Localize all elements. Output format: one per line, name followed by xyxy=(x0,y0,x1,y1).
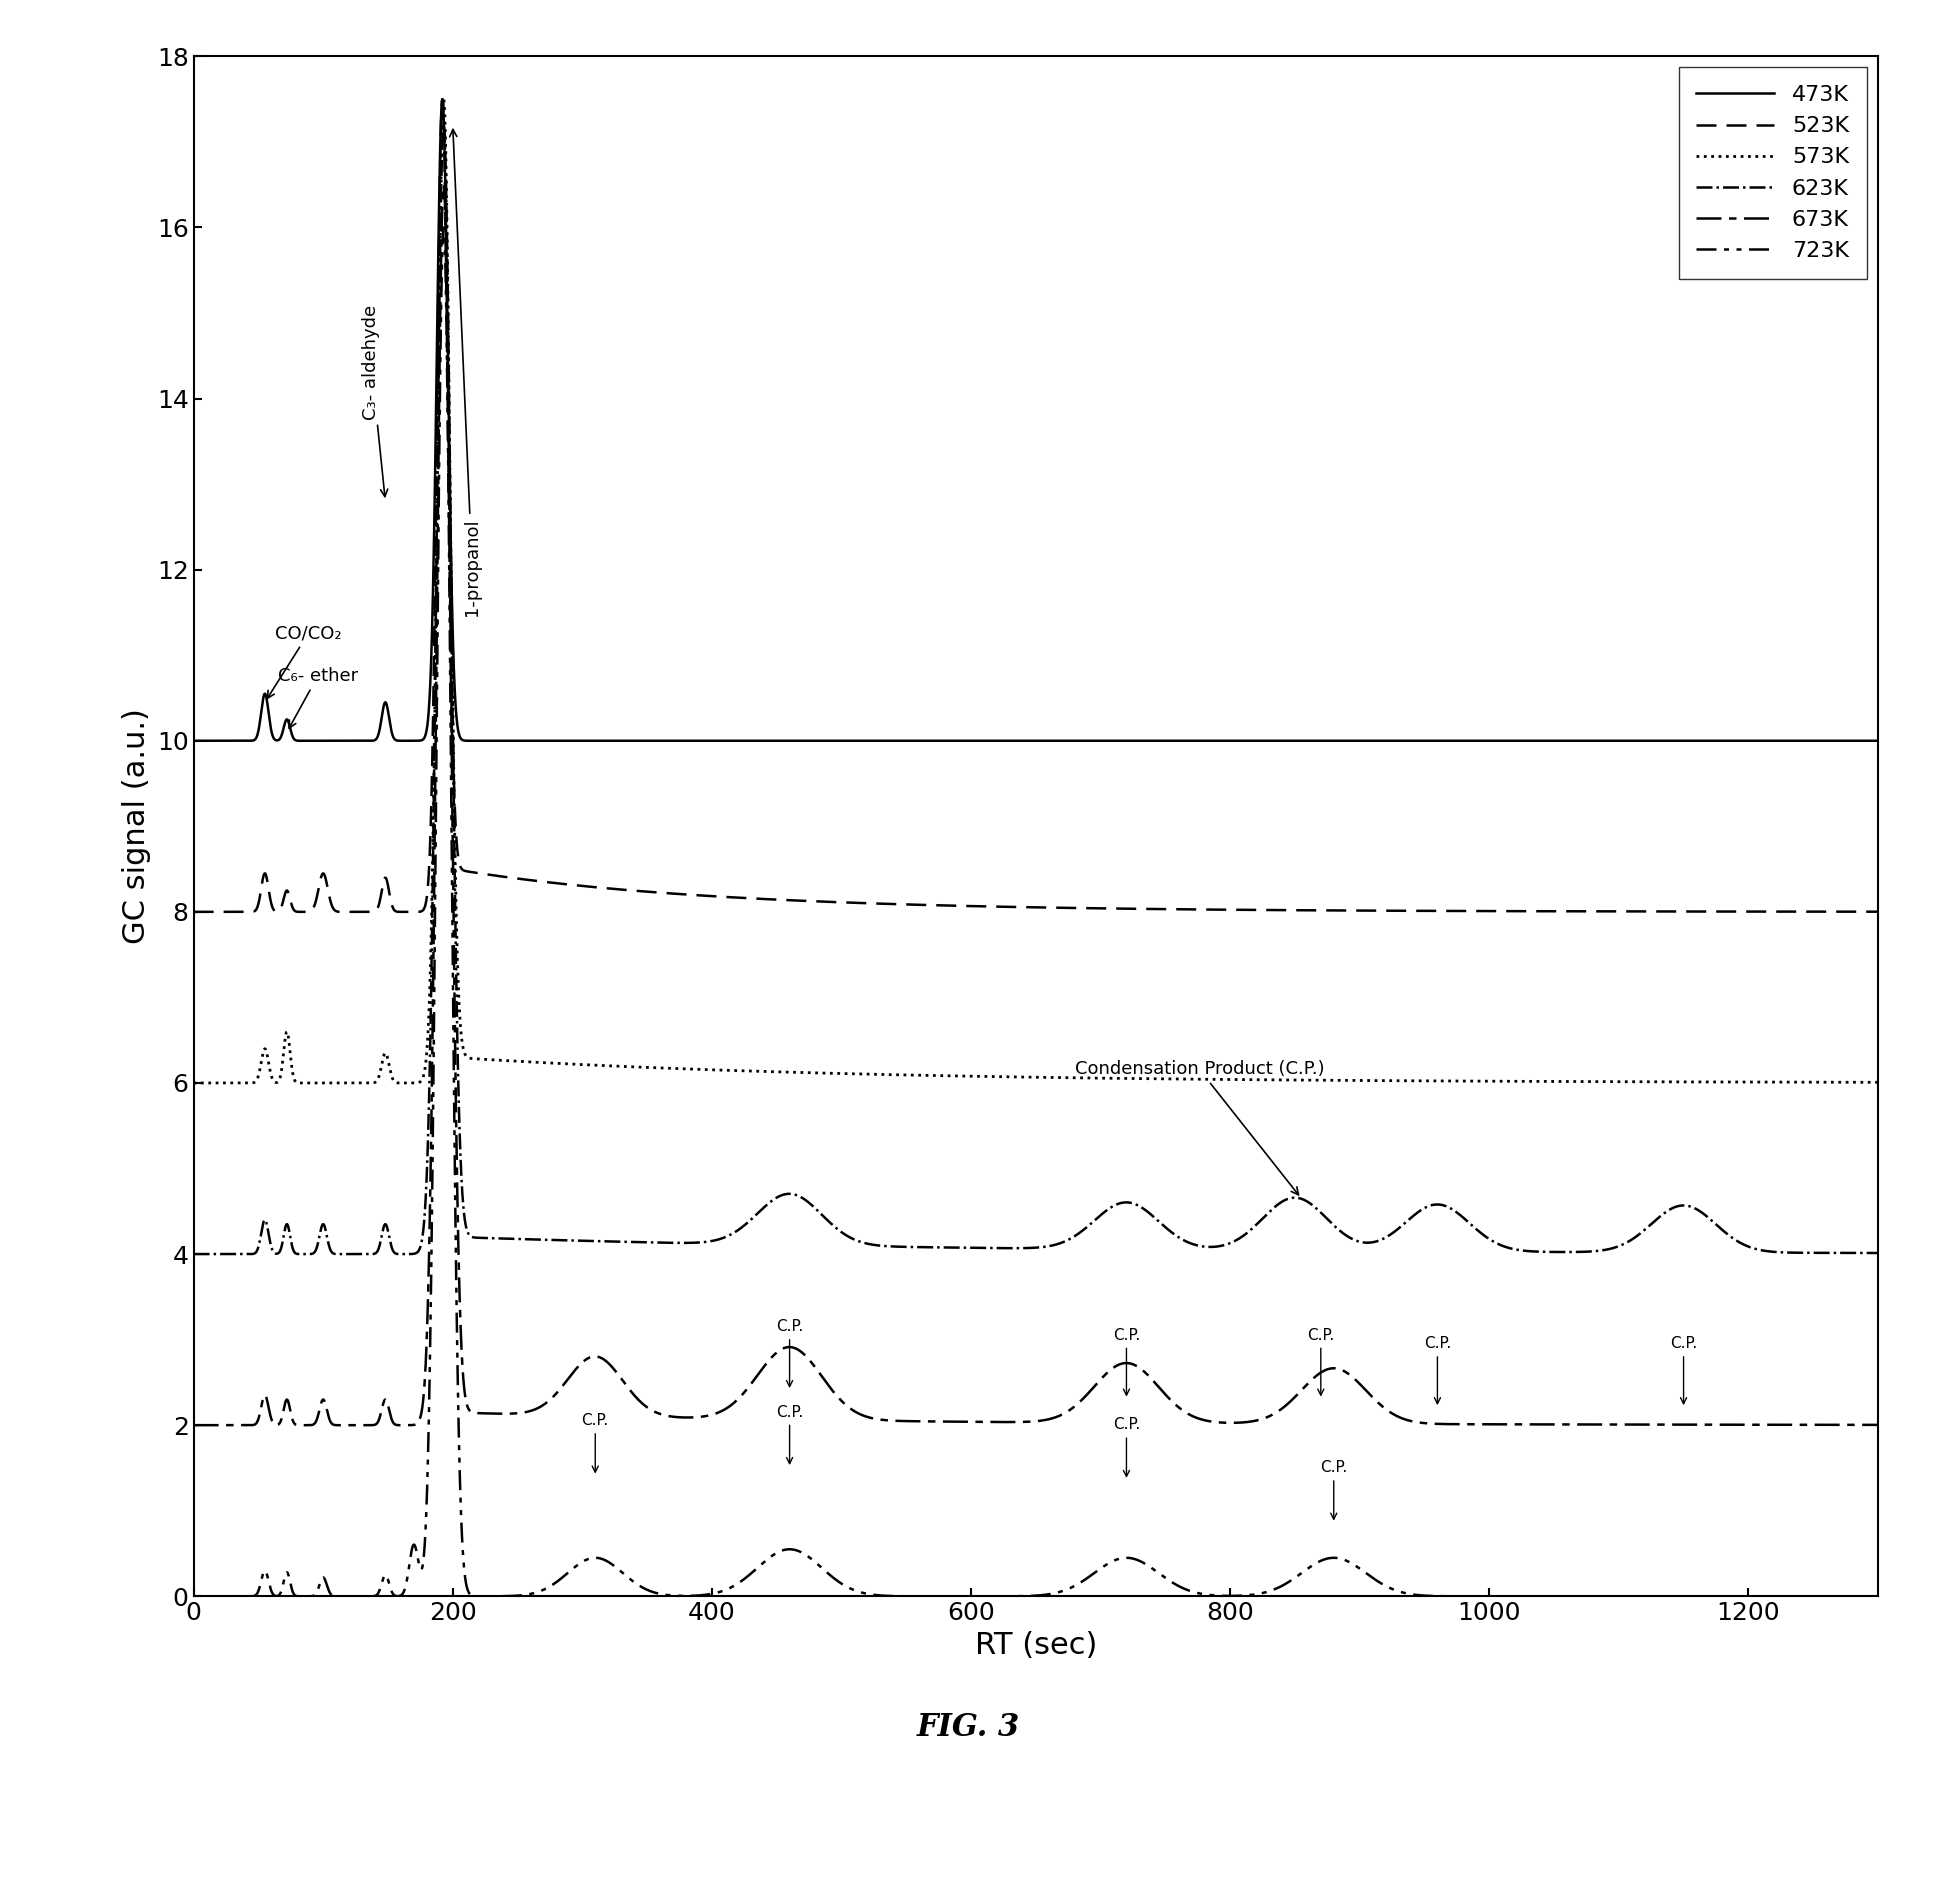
Line: 573K: 573K xyxy=(194,100,1878,1084)
Y-axis label: GC signal (a.u.): GC signal (a.u.) xyxy=(122,708,151,945)
673K xyxy=(1253,1407,1276,1429)
623K xyxy=(1866,1241,1890,1264)
473K xyxy=(792,729,815,751)
X-axis label: RT (sec): RT (sec) xyxy=(974,1630,1098,1660)
Line: 523K: 523K xyxy=(194,100,1878,913)
Text: Condensation Product (C.P.): Condensation Product (C.P.) xyxy=(1074,1061,1324,1194)
Text: C.P.: C.P. xyxy=(1423,1335,1450,1403)
573K xyxy=(792,1061,815,1084)
523K xyxy=(1253,900,1276,922)
Text: C.P.: C.P. xyxy=(1113,1418,1140,1476)
723K xyxy=(182,1585,205,1608)
573K xyxy=(1179,1069,1202,1091)
473K xyxy=(1522,729,1545,751)
523K xyxy=(1522,900,1545,922)
623K xyxy=(1431,1194,1454,1217)
573K xyxy=(1431,1070,1454,1093)
723K xyxy=(1253,1581,1276,1604)
723K xyxy=(1522,1585,1545,1608)
623K xyxy=(432,113,455,135)
573K xyxy=(432,88,455,111)
523K xyxy=(267,900,290,922)
473K xyxy=(430,88,453,111)
673K xyxy=(1866,1414,1890,1437)
Text: C.P.: C.P. xyxy=(776,1405,803,1463)
473K xyxy=(1866,729,1890,751)
473K xyxy=(1253,729,1276,751)
573K xyxy=(1866,1070,1890,1093)
523K xyxy=(792,890,815,913)
Text: FIG. 3: FIG. 3 xyxy=(916,1713,1020,1743)
Text: C.P.: C.P. xyxy=(581,1412,608,1472)
523K xyxy=(1431,900,1454,922)
673K xyxy=(182,1414,205,1437)
Text: C.P.: C.P. xyxy=(1307,1328,1334,1395)
523K xyxy=(430,88,453,111)
523K xyxy=(182,901,205,924)
723K xyxy=(267,1585,290,1608)
Text: CO/CO₂: CO/CO₂ xyxy=(267,623,343,699)
Legend: 473K, 523K, 573K, 623K, 673K, 723K: 473K, 523K, 573K, 623K, 673K, 723K xyxy=(1679,68,1866,278)
Text: C₃- aldehyde: C₃- aldehyde xyxy=(362,304,387,496)
723K xyxy=(432,216,455,239)
Text: 1-propanol: 1-propanol xyxy=(449,130,482,616)
673K xyxy=(1431,1412,1454,1435)
523K xyxy=(1866,900,1890,922)
673K xyxy=(432,173,455,195)
Text: C₆- ether: C₆- ether xyxy=(279,667,358,729)
Text: C.P.: C.P. xyxy=(1671,1335,1698,1403)
523K xyxy=(1179,898,1202,920)
Text: C.P.: C.P. xyxy=(776,1318,803,1386)
623K xyxy=(1179,1232,1202,1255)
573K xyxy=(1522,1070,1545,1093)
623K xyxy=(182,1243,205,1266)
723K xyxy=(1431,1585,1454,1608)
573K xyxy=(182,1072,205,1095)
623K xyxy=(1522,1239,1545,1262)
573K xyxy=(1253,1069,1276,1091)
473K xyxy=(1179,729,1202,751)
Line: 473K: 473K xyxy=(194,100,1878,740)
723K xyxy=(1866,1585,1890,1608)
623K xyxy=(792,1187,815,1209)
473K xyxy=(182,729,205,751)
Text: C.P.: C.P. xyxy=(1113,1328,1140,1395)
623K xyxy=(267,1241,290,1264)
473K xyxy=(267,729,290,751)
723K xyxy=(792,1542,815,1564)
723K xyxy=(1179,1579,1202,1602)
473K xyxy=(1431,729,1454,751)
Line: 623K: 623K xyxy=(194,124,1878,1255)
623K xyxy=(1253,1206,1276,1228)
Line: 723K: 723K xyxy=(194,227,1878,1596)
673K xyxy=(1522,1412,1545,1435)
Line: 673K: 673K xyxy=(194,184,1878,1425)
573K xyxy=(267,1070,290,1093)
Text: C.P.: C.P. xyxy=(1320,1461,1347,1519)
673K xyxy=(1179,1405,1202,1427)
673K xyxy=(267,1414,290,1437)
673K xyxy=(792,1343,815,1365)
